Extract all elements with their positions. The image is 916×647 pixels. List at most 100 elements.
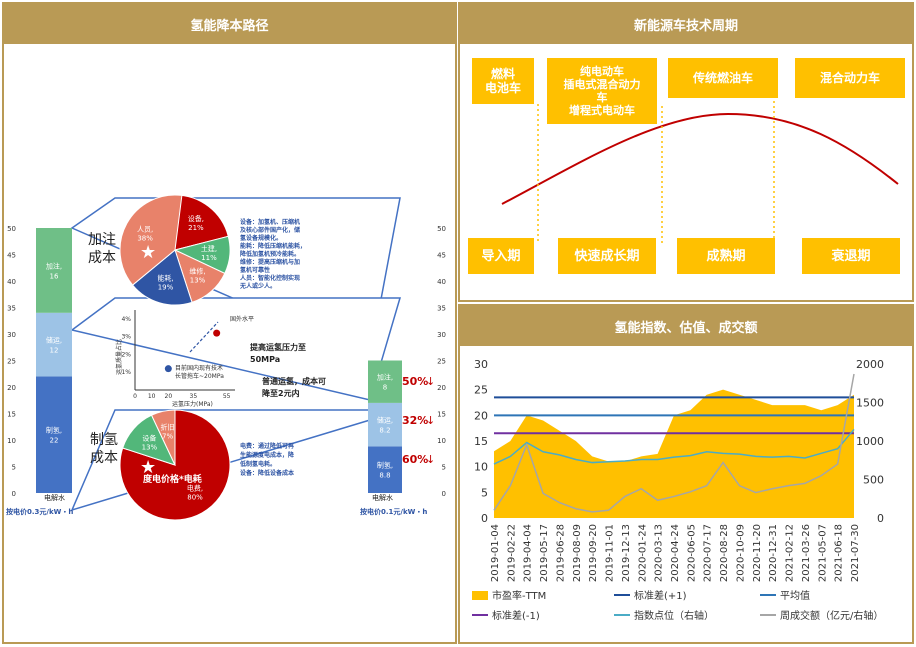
stage-box: 导入期	[468, 238, 534, 274]
pie-slice-value: 21%	[188, 224, 204, 232]
left-y-tick: 50	[7, 225, 16, 233]
right-y-tick: 20	[437, 384, 446, 392]
tech-box-line: 混合动力车	[819, 71, 880, 85]
hydrogen-index-chart: 0 5 10 15 20 25 30 0 500 1000 1500 2000 2019-01-04 20…	[472, 358, 884, 622]
pie-slice-value: 80%	[187, 494, 203, 502]
produce-title-2: 成本	[90, 450, 118, 466]
left-y-tick: 20	[474, 409, 488, 422]
pie-slice-label: 设备,	[188, 214, 204, 223]
domestic-point	[164, 365, 172, 373]
reduction-value: 32%	[402, 414, 428, 427]
transport-note-1b: 50MPa	[250, 355, 280, 364]
right-y-tick: 1000	[856, 435, 884, 448]
left-y-tick: 15	[474, 435, 488, 448]
pie-slice-label: 土建,	[201, 244, 217, 253]
x-tick: 2021-03-26	[801, 524, 812, 582]
right-bar-segment	[368, 360, 402, 403]
tech-box: 混合动力车	[795, 58, 905, 98]
right-y-tick: 2000	[856, 358, 884, 371]
left-y-tick: 25	[7, 358, 16, 366]
pie-slice-value: 7%	[162, 433, 173, 441]
series-line	[493, 373, 855, 513]
produce-title-1: 制氢	[90, 432, 118, 448]
left-bar-segment-value: 22	[50, 437, 59, 445]
down-arrow-icon: ↓	[426, 414, 435, 427]
pie-slice	[131, 249, 193, 306]
pie-slice-value: 19%	[158, 284, 174, 292]
transport-note-2b: 降至2元内	[262, 388, 300, 398]
right-y-tick: 40	[437, 278, 446, 286]
left-bar-segment-label: 储运,	[46, 336, 62, 345]
left-bar-xlabel: 电解水	[44, 493, 65, 502]
x-tick: 2019-09-20	[588, 524, 599, 582]
x-tick: 2021-07-30	[850, 524, 861, 582]
x-tick: 2019-12-13	[621, 524, 632, 582]
right-y-tick: 1500	[856, 397, 884, 410]
right-bar-segment	[368, 446, 402, 493]
right-y-tick: 500	[863, 474, 884, 487]
left-y-tick: 10	[474, 461, 488, 474]
right-y-tick: 50	[437, 225, 446, 233]
refuel-title-2: 成本	[88, 250, 116, 266]
right-bar-segment-value: 8.2	[379, 427, 390, 435]
transport-mini-chart: 0 10 20 35 551%2%3%4% 运氢压力(MPa) 运氢质量占比 国外水平 …	[115, 310, 326, 408]
transport-y-tick: 2%	[121, 351, 131, 358]
x-tick: 2019-11-01	[605, 524, 616, 582]
tech-cycle-title: 新能源车技术周期	[460, 4, 912, 44]
left-y-tick: 0	[481, 512, 488, 525]
left-y-tick: 10	[7, 437, 16, 445]
right-y-tick: 35	[437, 305, 446, 313]
down-arrow-icon: ↓	[426, 453, 435, 466]
stage-box: 衰退期	[802, 238, 900, 274]
domestic-label-2: 长管拖车~20MPa	[175, 372, 224, 380]
tech-cycle-curve	[501, 112, 899, 205]
star-icon: ★	[140, 457, 156, 478]
left-y-tick: 15	[7, 411, 16, 419]
reduction-value: 50%	[402, 375, 428, 388]
pie-slice-label: 设备	[142, 433, 156, 442]
pie-slice-label: 人员,	[137, 226, 153, 234]
legend-label: 市盈率-TTM	[492, 589, 546, 602]
reduction-value: 60%	[402, 453, 428, 466]
legend-label: 标准差(+1)	[634, 589, 687, 602]
right-y-axis: 0 5 10 15 20 25 30 35 40 45 50	[437, 225, 446, 498]
refuel-note-line: 氢设备规模化。	[240, 234, 282, 242]
refuel-note-line: 维修：提高压缩机与加	[240, 258, 300, 266]
pie-slice-label: 电费,	[187, 484, 203, 493]
left-bar-segment	[36, 376, 72, 493]
right-y-tick: 0	[442, 490, 446, 498]
pie-slice-label: 折旧	[161, 423, 175, 432]
refuel-title-1: 加注	[88, 232, 116, 248]
transport-y-tick: 3%	[121, 334, 131, 341]
pie-slice-value: 11%	[201, 254, 217, 262]
x-tick: 2019-06-28	[555, 524, 566, 582]
down-arrow-icon: ↓	[426, 375, 435, 388]
x-tick: 2021-06-18	[834, 524, 845, 582]
left-y-tick: 25	[474, 384, 488, 397]
pie-slice	[119, 194, 183, 286]
x-tick: 2021-05-07	[817, 524, 828, 582]
left-bar-segment-value: 12	[50, 347, 59, 355]
x-tick: 2020-04-24	[670, 524, 681, 582]
index-panel-title: 氢能指数、估值、成交额	[460, 306, 912, 346]
refuel-note-line: 及核心部件国产化，储	[240, 226, 300, 234]
left-y-tick: 0	[12, 490, 16, 498]
right-y-tick: 25	[437, 358, 446, 366]
pe-ttm-area	[494, 389, 854, 518]
left-y-tick: 5	[12, 464, 16, 472]
legend-label: 周成交额（亿元/右轴）	[780, 609, 883, 622]
refuel-note-line: 能耗：降低压缩机能耗，	[240, 242, 306, 250]
left-y-tick: 5	[481, 486, 488, 499]
left-y-axis: 0 5 10 15 20 25 30 35 40 45 50	[7, 225, 16, 498]
x-tick: 2019-08-09	[572, 524, 583, 582]
x-tick: 2020-08-28	[719, 524, 730, 582]
domestic-label-1: 目前国内现有技术	[175, 364, 223, 372]
right-y-tick: 30	[437, 331, 446, 339]
pie-slice-label: 能耗,	[157, 274, 173, 283]
left-y-tick: 20	[7, 384, 16, 392]
left-y-tick: 30	[7, 331, 16, 339]
tech-box: 燃料 电池车	[472, 58, 534, 104]
transport-y-tick: 1%	[121, 369, 131, 376]
pie-slice-label: 维修,	[189, 267, 205, 276]
